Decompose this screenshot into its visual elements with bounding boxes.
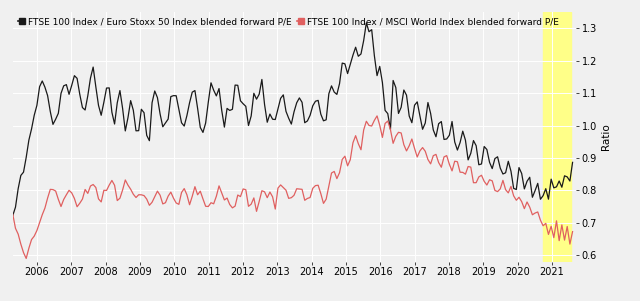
Legend: FTSE 100 Index / Euro Stoxx 50 Index blended forward P/E, FTSE 100 Index / MSCI : FTSE 100 Index / Euro Stoxx 50 Index ble… <box>17 17 560 27</box>
Bar <box>543 12 571 262</box>
Y-axis label: Ratio: Ratio <box>601 124 611 150</box>
